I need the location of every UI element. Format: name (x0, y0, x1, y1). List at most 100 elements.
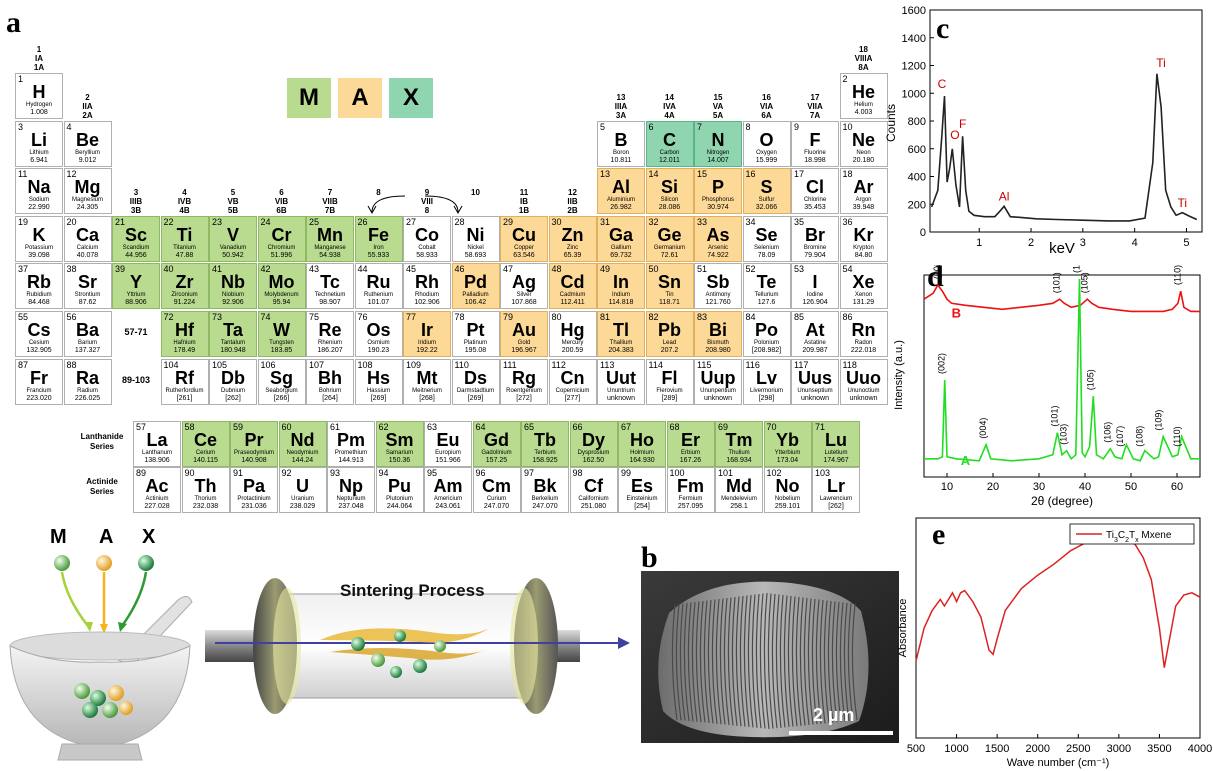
element-n: 36 (842, 216, 853, 227)
element-cell-Al: 13 Al Aluminium 26.982 (597, 168, 645, 215)
sem-lamella (683, 602, 690, 722)
y-axis-label: Absorbance (897, 599, 909, 658)
sem-lamella (687, 602, 694, 722)
element-m: 58.933 (416, 251, 438, 259)
element-cell-Ti: 22 Ti Titanium 47.88 (160, 215, 209, 262)
element-nm: Strontium (74, 292, 101, 299)
element-cell-Ir: 77 Ir Iridium 192.22 (403, 311, 451, 357)
element-cell-Rb: 37 Rb Rubidium 84.468 (15, 263, 63, 310)
element-cell-Re: 75 Re Rhenium 186.207 (306, 311, 354, 357)
element-nm: Rubidium (26, 292, 52, 299)
element-m: 144.24 (291, 457, 314, 464)
element-m: 118.71 (659, 299, 680, 307)
element-s: Cr (271, 224, 292, 245)
element-cell-Sc: 21 Sc Scandium 44.956 (112, 215, 160, 262)
mortar-label-x: X (142, 526, 156, 548)
group-header-8: 8 (376, 188, 381, 197)
element-n: 88 (66, 359, 77, 370)
element-m: 112.411 (560, 299, 585, 307)
element-s: Tm (725, 430, 753, 450)
element-m: 18.998 (804, 156, 826, 164)
element-cell-As: 33 As Arsenic 74.922 (694, 215, 742, 262)
element-m: 195.08 (464, 347, 487, 354)
element-s: Ho (630, 430, 654, 450)
element-nm: Gallium (610, 244, 632, 251)
element-nm: Astatine (804, 340, 826, 346)
y-tick-label: 1400 (902, 33, 926, 45)
element-nm: Cesium (28, 340, 50, 346)
element-cell-K: 19 K Potassium 39.098 (15, 215, 63, 262)
element-s: Pa (242, 476, 266, 496)
element-cell-Ca: 20 Ca Calcium 40.078 (63, 215, 112, 262)
element-n: 107 (309, 359, 325, 370)
sem-lamella (707, 599, 714, 724)
element-s: Th (194, 476, 217, 496)
group-header-10: 10 (471, 188, 480, 197)
element-s: He (851, 82, 875, 102)
element-cell-Md: 101 Md Mendelevium 258.1 (715, 467, 763, 513)
element-n: 31 (600, 216, 611, 227)
sem-lamella (827, 600, 834, 723)
element-s: Pd (463, 272, 487, 293)
element-n: 50 (648, 264, 659, 275)
element-nm: Gold (517, 340, 531, 346)
element-cell-Gd: 64 Gd Gadolinium 157.25 (472, 421, 521, 467)
peak-label: (101) (1052, 272, 1062, 293)
peak-label: (105) (1079, 272, 1089, 293)
element-cell-He: 2 He Helium 4.003 (839, 73, 888, 119)
element-n: 64 (475, 422, 486, 432)
element-n: 95 (427, 468, 438, 478)
element-m: [254] (634, 503, 650, 510)
element-cell-Es: 99 Es Einsteinium [254] (618, 467, 666, 513)
element-nm: Californium (578, 496, 609, 502)
element-n: 49 (600, 264, 611, 275)
group-header-15: 15 VA 5A (712, 93, 724, 120)
element-n: 90 (184, 468, 195, 478)
sem-lamella (843, 602, 850, 722)
element-m: 63.546 (513, 251, 535, 259)
element-n: 73 (212, 312, 223, 322)
element-m: 140.908 (241, 457, 267, 464)
element-s: Pm (336, 430, 365, 450)
element-n: 13 (600, 169, 611, 180)
element-s: Bh (318, 367, 342, 388)
element-s: Sn (657, 272, 681, 293)
peak-label: (104) (1071, 265, 1081, 273)
element-m: [272] (516, 394, 532, 402)
element-m: 102.906 (414, 299, 440, 307)
element-cell-Lv: 116 Lv Livermorium [298] (742, 358, 791, 405)
x-tick-label: 2000 (1025, 743, 1049, 755)
element-cell-Hg: 80 Hg Mercury 200.59 (548, 311, 597, 357)
element-cell-N: 7 N Nitrogen 14.007 (694, 120, 742, 167)
element-m: [298] (758, 394, 775, 402)
peak-label: (103) (1059, 424, 1069, 445)
element-cell-Yb: 70 Yb Ytterbium 173.04 (763, 421, 812, 467)
element-m: [262] (225, 394, 241, 402)
element-s: Er (680, 430, 700, 450)
element-nm: Calcium (76, 244, 99, 251)
element-n: 113 (600, 359, 615, 370)
element-m: 12.011 (659, 156, 680, 164)
series-label-a: A (961, 453, 971, 468)
element-s: Fe (367, 224, 389, 245)
element-n: 47 (503, 264, 514, 275)
element-m: 131.29 (852, 299, 875, 307)
element-n: 106 (260, 359, 276, 370)
element-s: Tb (534, 430, 556, 450)
group-header-18: 18 VIIIA 8A (854, 45, 873, 72)
element-s: La (146, 430, 168, 450)
element-cell-F: 9 F Fluorine 18.998 (791, 120, 839, 167)
sem-lamella (699, 600, 706, 723)
element-s: At (805, 320, 825, 340)
element-s: Uus (797, 367, 832, 388)
element-nm: Selenium (753, 244, 779, 251)
panel-label-b: b (641, 541, 658, 574)
peak-label: (106) (1102, 422, 1112, 443)
element-n: 61 (330, 422, 341, 432)
y-tick-label: 200 (908, 199, 926, 211)
element-n: 62 (378, 422, 389, 432)
element-cell-Pr: 59 Pr Praseodymium 140.908 (230, 421, 278, 467)
element-cell-Ra: 88 Ra Radium 226.025 (63, 358, 112, 405)
x-tick-label: 30 (1033, 481, 1045, 493)
element-n: 40 (163, 264, 174, 275)
